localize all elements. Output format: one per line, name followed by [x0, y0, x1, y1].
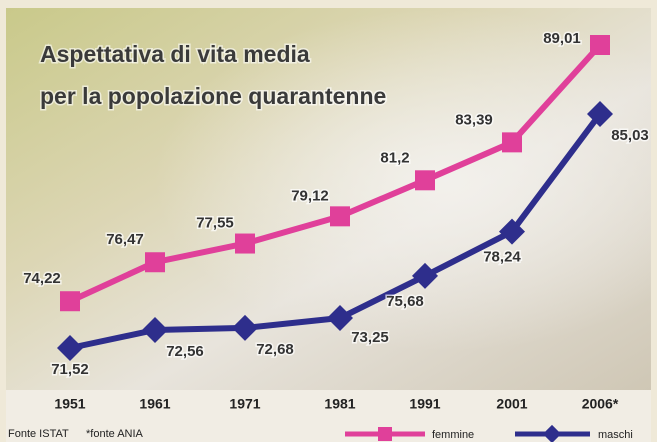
value-label: 76,47 [106, 231, 144, 248]
x-tick-label: 1951 [54, 396, 85, 412]
x-tick-label: 1981 [324, 396, 355, 412]
x-tick-label: 2006* [582, 396, 619, 412]
x-tick-label: 1991 [409, 396, 440, 412]
chart-title: per la popolazione quarantenne [40, 83, 386, 109]
legend-label: femmine [432, 429, 474, 441]
value-label: 78,24 [483, 249, 521, 266]
point [415, 170, 435, 190]
value-label: 75,68 [386, 293, 424, 310]
note: *fonte ANIA [86, 428, 144, 440]
point [502, 132, 522, 152]
x-tick-label: 1971 [229, 396, 260, 412]
value-label: 83,39 [455, 111, 493, 128]
value-label: 89,01 [543, 30, 581, 47]
legend-label: maschi [598, 429, 633, 441]
point [145, 252, 165, 272]
x-tick-label: 1961 [139, 396, 170, 412]
value-label: 73,25 [351, 329, 389, 346]
value-label: 77,55 [196, 215, 234, 232]
value-label: 71,52 [51, 361, 89, 378]
x-tick-label: 2001 [496, 396, 527, 412]
source: Fonte ISTAT [8, 428, 69, 440]
value-label: 74,22 [23, 270, 61, 287]
value-label: 72,68 [256, 341, 294, 358]
value-label: 72,56 [166, 343, 204, 360]
legend-marker [378, 427, 392, 441]
point [590, 35, 610, 55]
point [330, 206, 350, 226]
point [235, 234, 255, 254]
value-label: 85,03 [611, 127, 649, 144]
value-label: 81,2 [380, 149, 409, 166]
chart-title: Aspettativa di vita media [40, 41, 310, 67]
value-label: 79,12 [291, 187, 329, 204]
chart: Aspettativa di vita media per la popolaz… [0, 0, 657, 442]
point [60, 291, 80, 311]
